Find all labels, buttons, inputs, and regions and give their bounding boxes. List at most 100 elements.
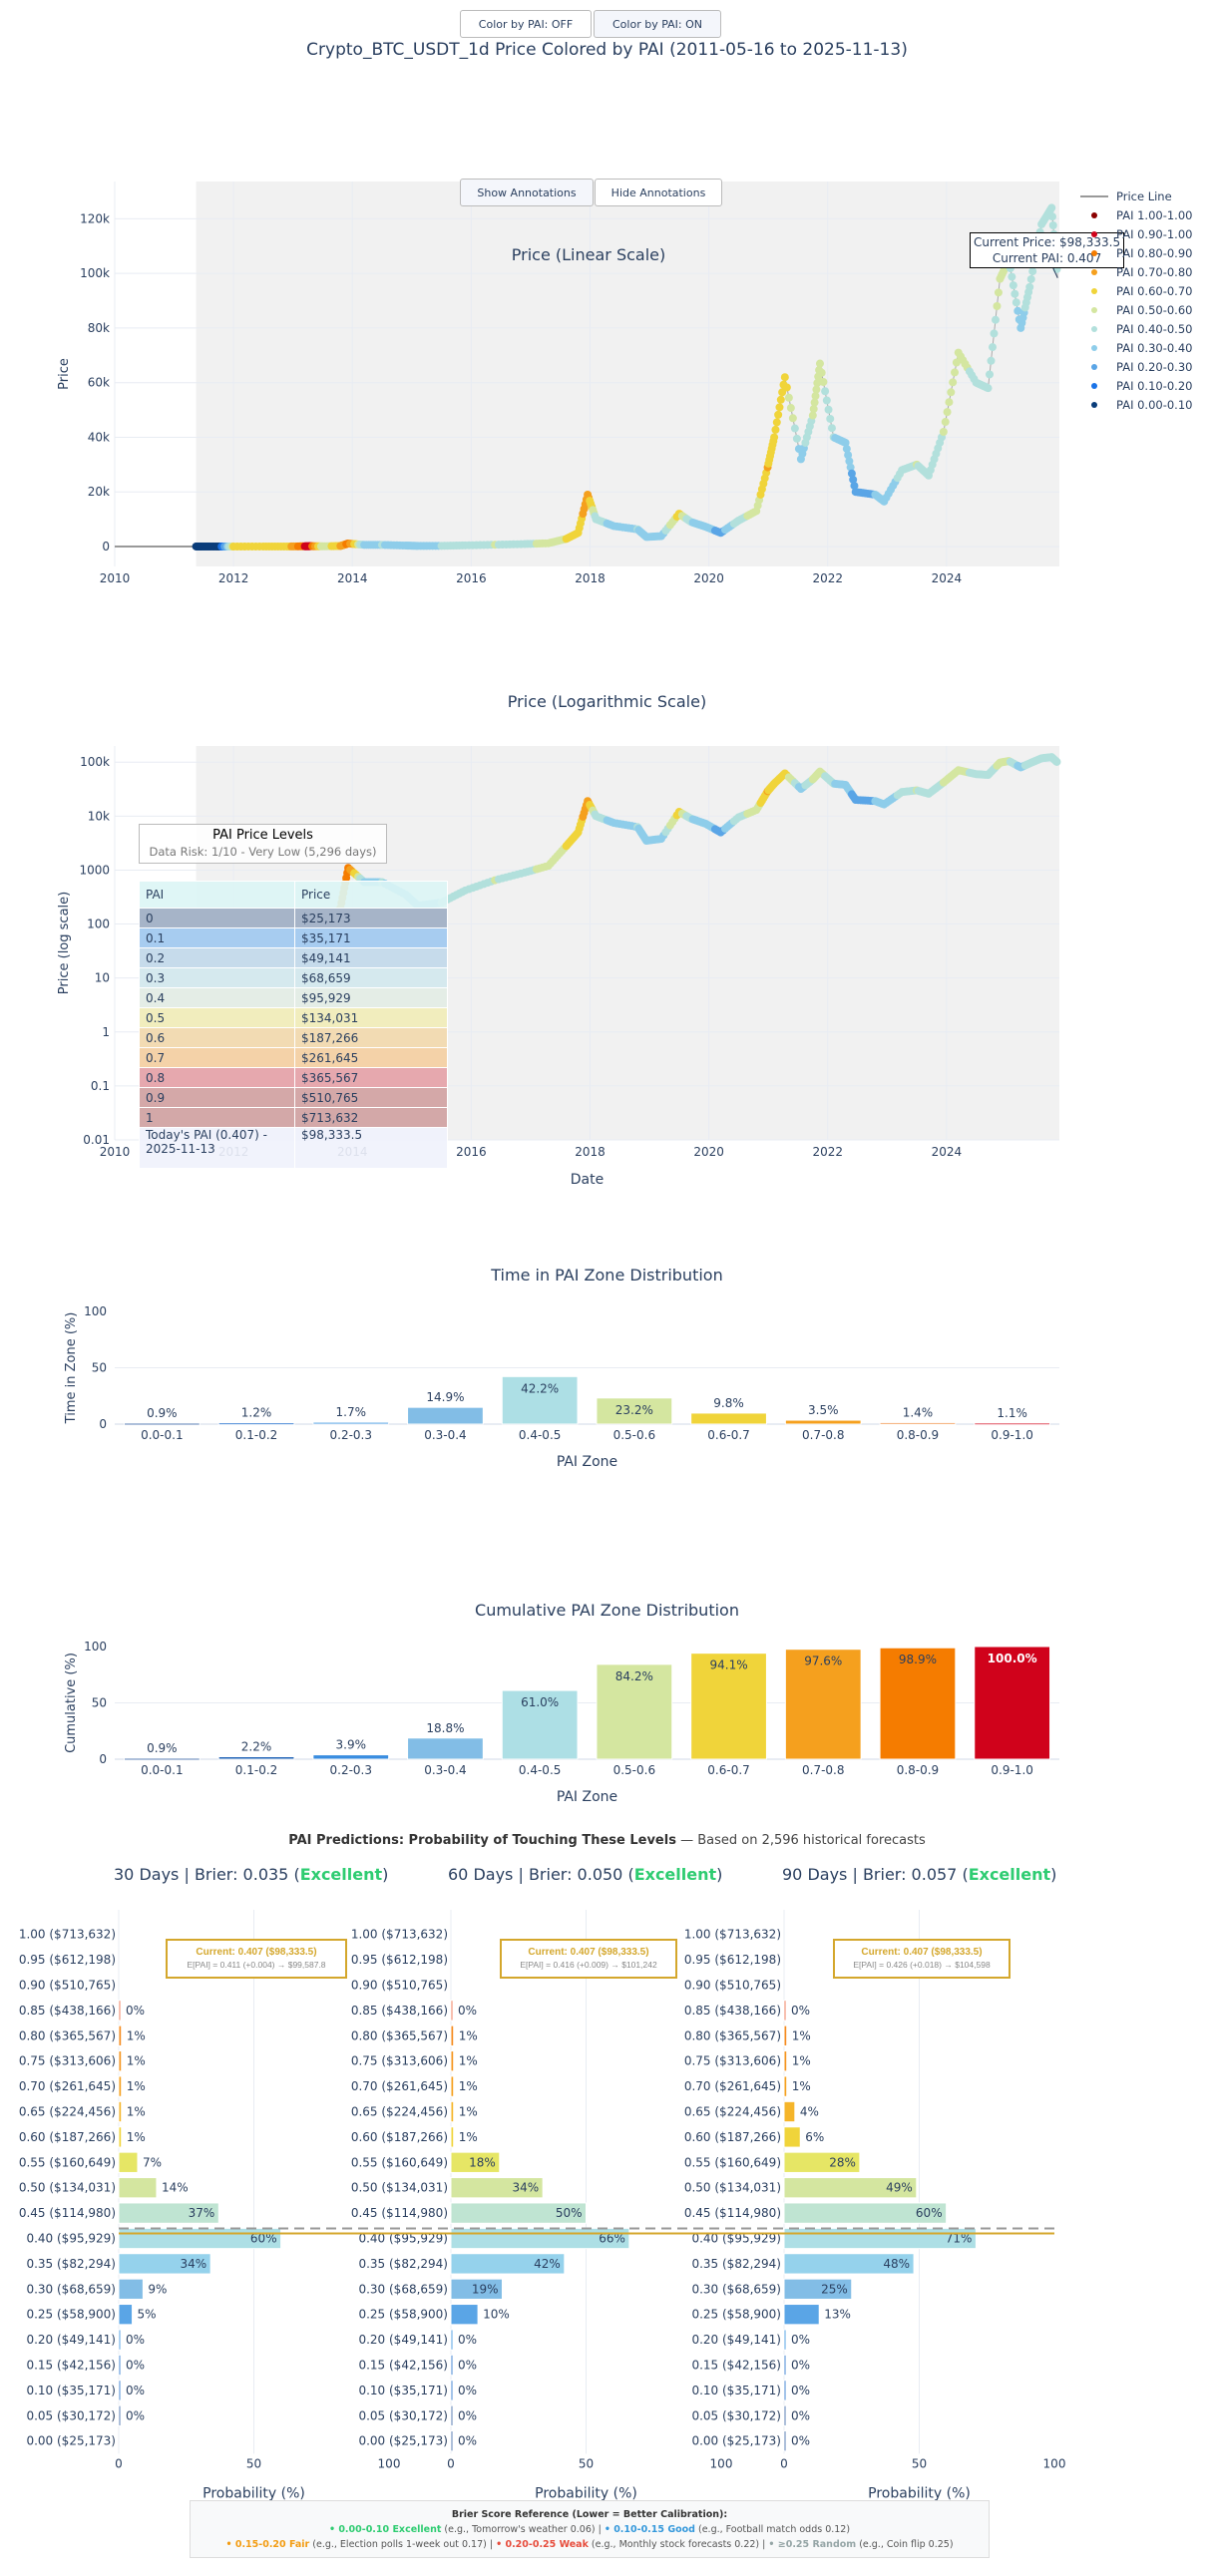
x-tick-label: 0.2-0.3 [330,1428,373,1442]
y-tick-label: 120k [80,211,110,225]
price-point [812,385,821,394]
dot-swatch-icon [1091,268,1097,275]
plot-background [196,182,1059,566]
brier-random: • ≥0.25 Random [768,2539,857,2550]
predictions-title: PAI Predictions: Probability of Touching… [0,1833,1214,1848]
legend-item[interactable]: PAI 0.90-1.00 [1080,224,1192,243]
legend-item[interactable]: PAI 0.20-0.30 [1080,357,1192,376]
y-tick-label: 0 [99,1417,107,1431]
probability-label: 0% [458,2434,477,2448]
x-tick-label: 0.8-0.9 [897,1428,940,1442]
table-row: 0.7 $261,645 [139,1047,448,1068]
today-label: Today's PAI (0.407) - 2025-11-13 [139,1127,295,1169]
probability-label: 25% [821,2282,848,2296]
table-cell: 0.7 [139,1047,295,1068]
probability-label: 13% [824,2308,851,2322]
legend-label: PAI 0.00-0.10 [1116,397,1193,412]
probability-bar [118,2354,122,2377]
x-tick-label: 2010 [100,571,131,585]
probability-label: 0% [458,2333,477,2347]
price-point [1008,272,1016,281]
legend-item[interactable]: PAI 0.50-0.60 [1080,300,1192,319]
legend-item[interactable]: PAI 0.00-0.10 [1080,395,1192,414]
probability-bar [783,2100,796,2123]
bar-value-label: 2.2% [241,1740,272,1754]
bar [501,1689,579,1760]
probability-bar [783,2024,788,2046]
y-tick-label: 0.35 ($82,294) [26,2257,116,2271]
table-cell: 0.1 [139,927,295,948]
probability-label: 9% [148,2282,167,2296]
x-tick-label: 0.0-0.1 [141,1428,184,1442]
y-tick-label: 0.40 ($95,929) [691,2232,781,2246]
y-tick-label: 100k [80,266,110,280]
y-tick-label: 0.90 ($510,765) [351,1979,448,1993]
y-tick-label: 0.80 ($365,567) [351,2028,448,2042]
probability-bar [450,2126,455,2148]
price-point [941,418,950,427]
probability-bar [118,2380,122,2401]
probability-label: 1% [459,2105,478,2119]
table-cell: 0 [139,908,295,928]
bar-value-label: 14.9% [426,1390,464,1404]
legend-item[interactable]: PAI 0.70-0.80 [1080,262,1192,281]
legend: Price Line PAI 1.00-1.00 PAI 0.90-1.00 PAI… [1080,186,1192,414]
current-pai-text: Current PAI: 0.407 [992,251,1102,265]
price-point [952,358,961,367]
legend-label: PAI 0.40-0.50 [1116,321,1193,336]
y-tick-label: 0.90 ($510,765) [19,1979,116,1993]
probability-label: 48% [883,2257,910,2271]
probability-bar [783,2278,853,2300]
hide-annotations-button[interactable]: Hide Annotations [595,179,722,206]
bar-value-label: 1.1% [997,1406,1027,1420]
x-tick-label: 0.0-0.1 [141,1763,184,1777]
price-point [842,445,851,454]
brier-fair-example: (e.g., Election polls 1-week out 0.17) | [309,2539,497,2550]
x-tick-label: 2020 [693,571,724,585]
x-tick-label: 0.7-0.8 [802,1763,845,1777]
probability-label: 66% [599,2232,625,2246]
y-tick-label: 0.70 ($261,645) [351,2079,448,2093]
y-tick-label: 100 [84,1640,107,1654]
legend-item[interactable]: PAI 1.00-1.00 [1080,205,1192,224]
y-tick-label: 50 [92,1696,107,1710]
bar-value-label: 42.2% [521,1381,559,1395]
legend-item[interactable]: PAI 0.10-0.20 [1080,376,1192,395]
price-point [808,411,817,420]
x-tick-label: 0.7-0.8 [802,1428,845,1442]
x-tick-label: 50 [246,2456,261,2470]
price-point [821,387,830,396]
prediction-charts: 0.00 ($25,173) 0.05 ($30,172) 0% 0.10 ($35,… [19,1910,1066,2501]
current-box-60: Current: 0.407 ($98,333.5) E[PAI] = 0.41… [500,1939,677,1979]
probability-bar [118,2304,134,2326]
legend-label: PAI 0.70-0.80 [1116,264,1193,279]
price-point [776,395,785,404]
y-tick-label: 0.00 ($25,173) [26,2434,116,2448]
price-point [790,424,799,433]
color-by-pai-off-button[interactable]: Color by PAI: OFF [460,10,592,38]
legend-item[interactable]: PAI 0.60-0.70 [1080,281,1192,300]
y-tick-label: 0.80 ($365,567) [19,2028,116,2042]
y-tick-label: 0.40 ($95,929) [358,2232,448,2246]
y-tick-label: 0.30 ($68,659) [358,2282,448,2296]
probability-bar [118,2202,219,2224]
legend-item[interactable]: PAI 0.80-0.90 [1080,243,1192,262]
y-tick-label: 0.50 ($134,031) [684,2181,781,2195]
y-tick-label: 0.15 ($42,156) [691,2359,781,2373]
table-cell: $187,266 [294,1027,448,1048]
price-point [819,378,828,387]
legend-item[interactable]: PAI 0.30-0.40 [1080,338,1192,357]
bar [596,1397,673,1425]
legend-item[interactable]: PAI 0.40-0.50 [1080,319,1192,338]
today-row: Today's PAI (0.407) - 2025-11-13 $98,333.… [139,1127,448,1169]
x-axis-title: Probability (%) [202,2485,305,2501]
show-annotations-button[interactable]: Show Annotations [460,179,594,206]
table-cell: $68,659 [294,967,448,988]
pai-levels-title-box: PAI Price Levels Data Risk: 1/10 - Very … [139,824,387,864]
y-tick-label: 0.05 ($30,172) [358,2408,448,2422]
x-tick-label: 100 [1043,2456,1066,2470]
color-by-pai-on-button[interactable]: Color by PAI: ON [594,10,721,38]
x-tick-label: 0.9-1.0 [991,1763,1033,1777]
y-tick-label: 0.85 ($438,166) [684,2004,781,2018]
legend-item-price-line[interactable]: Price Line [1080,186,1192,205]
